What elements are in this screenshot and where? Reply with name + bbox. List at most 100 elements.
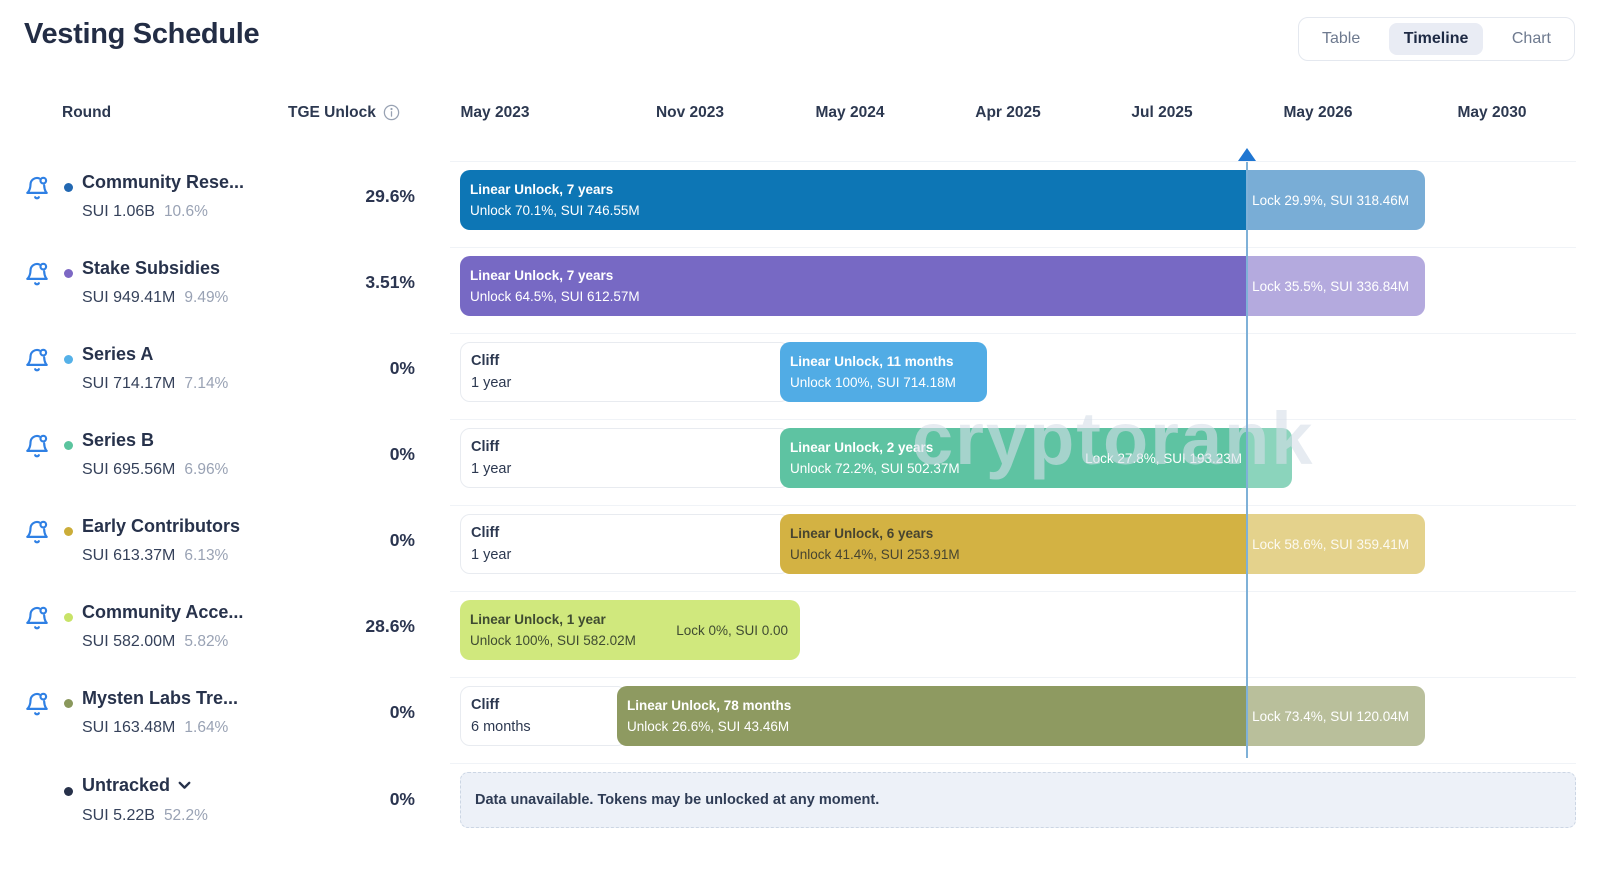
cliff-label: Cliff [471, 697, 500, 713]
view-switcher: Table Timeline Chart [1298, 17, 1575, 61]
cliff-duration: 6 months [471, 719, 531, 735]
lock-label: Lock 73.4%, SUI 120.04M [1252, 708, 1409, 724]
bar-title: Linear Unlock, 78 months [627, 698, 792, 713]
round-amount: SUI 1.06B 10.6% [82, 203, 208, 221]
round-amount: SUI 714.17M 7.14% [82, 375, 228, 393]
tge-value: 29.6% [365, 186, 415, 206]
supply-share: 9.49% [184, 289, 229, 306]
bar-title: Linear Unlock, 6 years [790, 526, 934, 541]
supply-share: 6.96% [184, 461, 229, 478]
round-name[interactable]: Community Rese... [82, 172, 245, 192]
alert-bell-icon[interactable] [24, 605, 50, 631]
column-header-round: Round [62, 104, 112, 121]
tab-table[interactable]: Table [1322, 30, 1361, 47]
alert-bell-icon[interactable] [24, 175, 50, 201]
row-divider [450, 419, 1576, 420]
vesting-bar-unlock[interactable]: Linear Unlock, 6 years Unlock 41.4%, SUI… [780, 514, 1247, 574]
alert-bell-icon[interactable] [24, 691, 50, 717]
cliff-segment[interactable]: Cliff 6 months [460, 686, 627, 746]
round-dot [64, 183, 73, 192]
untracked-notice: Data unavailable. Tokens may be unlocked… [460, 772, 1576, 828]
vesting-bar-lock[interactable]: Lock 29.9%, SUI 318.46M [1247, 170, 1425, 230]
vesting-bar-unlock[interactable]: Linear Unlock, 78 months Unlock 26.6%, S… [617, 686, 1247, 746]
current-date-line [1246, 162, 1248, 758]
current-date-arrow-icon [1238, 148, 1256, 161]
round-dot [64, 787, 73, 796]
token-amount: SUI 695.56M [82, 461, 176, 478]
round-amount: SUI 949.41M 9.49% [82, 289, 228, 307]
cliff-duration: 1 year [471, 375, 512, 391]
vesting-bar-unlock[interactable]: Linear Unlock, 1 year Unlock 100%, SUI 5… [460, 600, 800, 660]
lock-label: Lock 35.5%, SUI 336.84M [1252, 278, 1409, 294]
token-amount: SUI 949.41M [82, 289, 176, 306]
cliff-segment[interactable]: Cliff 1 year [460, 428, 790, 488]
vesting-bar-unlock[interactable]: Linear Unlock, 7 years Unlock 70.1%, SUI… [460, 170, 1247, 230]
bar-subtitle: Unlock 41.4%, SUI 253.91M [790, 547, 960, 562]
vesting-bar-lock[interactable]: Lock 35.5%, SUI 336.84M [1247, 256, 1425, 316]
vesting-bar-lock[interactable] [1247, 428, 1292, 488]
round-dot [64, 699, 73, 708]
row-divider [450, 505, 1576, 506]
tge-value: 28.6% [365, 616, 415, 636]
supply-share: 1.64% [184, 719, 229, 736]
row-divider [450, 763, 1576, 764]
vesting-bar-unlock[interactable]: Linear Unlock, 2 years Unlock 72.2%, SUI… [780, 428, 1247, 488]
cliff-duration: 1 year [471, 547, 512, 563]
bar-title: Linear Unlock, 7 years [470, 268, 614, 283]
bar-title: Linear Unlock, 11 months [790, 354, 954, 369]
supply-share: 6.13% [184, 547, 229, 564]
round-name[interactable]: Series A [82, 344, 154, 364]
round-name: Untracked [82, 775, 171, 795]
round-name[interactable]: Early Contributors [82, 516, 241, 536]
axis-tick: May 2023 [460, 104, 530, 121]
axis-tick: May 2024 [815, 104, 885, 121]
vesting-bar-lock[interactable]: Lock 73.4%, SUI 120.04M [1247, 686, 1425, 746]
round-dot [64, 441, 73, 450]
row-divider [450, 161, 1576, 162]
cliff-segment[interactable]: Cliff 1 year [460, 514, 790, 574]
alert-bell-icon[interactable] [24, 433, 50, 459]
supply-share: 52.2% [163, 807, 208, 824]
row-divider [450, 677, 1576, 678]
round-name-untracked[interactable]: Untracked [82, 775, 193, 796]
tge-value: 0% [389, 358, 415, 378]
round-name[interactable]: Community Acce... [82, 602, 244, 622]
tab-timeline[interactable]: Timeline [1388, 23, 1484, 55]
vesting-bar-unlock[interactable]: Linear Unlock, 11 months Unlock 100%, SU… [780, 342, 987, 402]
round-name[interactable]: Series B [82, 430, 155, 450]
axis-tick: May 2030 [1457, 104, 1527, 121]
supply-share: 10.6% [163, 203, 208, 220]
row-divider [450, 591, 1576, 592]
axis-tick: May 2026 [1283, 104, 1353, 121]
tge-value: 0% [389, 789, 415, 809]
round-amount: SUI 5.22B 52.2% [82, 807, 208, 825]
row-divider [450, 247, 1576, 248]
round-name[interactable]: Mysten Labs Tre... [82, 688, 239, 708]
bar-title: Linear Unlock, 1 year [470, 612, 606, 627]
axis-tick: Apr 2025 [975, 104, 1041, 121]
tab-chart[interactable]: Chart [1511, 30, 1551, 47]
alert-bell-icon[interactable] [24, 519, 50, 545]
info-icon[interactable] [382, 103, 401, 122]
tge-value: 0% [389, 444, 415, 464]
round-dot [64, 613, 73, 622]
vesting-bar-unlock[interactable]: Linear Unlock, 7 years Unlock 64.5%, SUI… [460, 256, 1247, 316]
cliff-segment[interactable]: Cliff 1 year [460, 342, 790, 402]
token-amount: SUI 5.22B [82, 807, 155, 824]
tge-value: 0% [389, 530, 415, 550]
cliff-duration: 1 year [471, 461, 512, 477]
lock-label: Lock 29.9%, SUI 318.46M [1252, 192, 1409, 208]
round-dot [64, 527, 73, 536]
round-name[interactable]: Stake Subsidies [82, 258, 221, 278]
vesting-bar-lock[interactable]: Lock 58.6%, SUI 359.41M [1247, 514, 1425, 574]
alert-bell-icon[interactable] [24, 261, 50, 287]
round-amount: SUI 695.56M 6.96% [82, 461, 228, 479]
supply-share: 5.82% [184, 633, 229, 650]
alert-bell-icon[interactable] [24, 347, 50, 373]
tge-value: 0% [389, 702, 415, 722]
chevron-down-icon[interactable] [176, 777, 193, 794]
bar-subtitle: Unlock 72.2%, SUI 502.37M [790, 461, 960, 476]
cliff-label: Cliff [471, 525, 500, 541]
cliff-label: Cliff [471, 353, 500, 369]
token-amount: SUI 582.00M [82, 633, 176, 650]
